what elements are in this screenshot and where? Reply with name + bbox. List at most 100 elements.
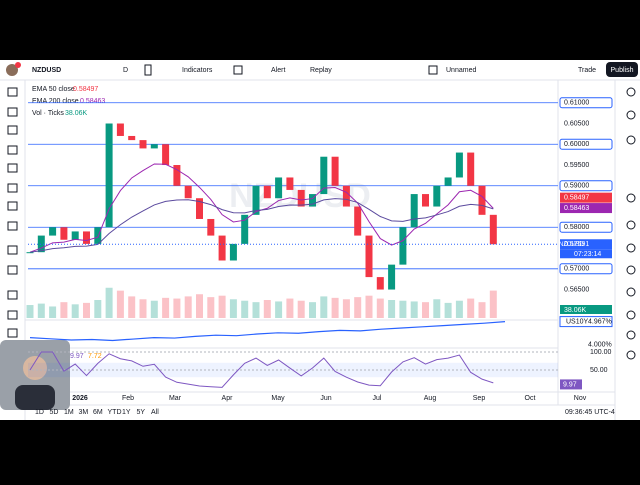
rsi-ma-legend: 7.72 [88, 353, 102, 360]
vol-box [560, 305, 612, 314]
countdown-box [560, 249, 612, 259]
candle [410, 194, 418, 228]
candle [139, 140, 147, 149]
sidebar-icon[interactable] [626, 350, 636, 360]
range-button[interactable]: 6M [93, 409, 103, 416]
sidebar-icon[interactable] [626, 265, 636, 275]
tool-icon[interactable] [7, 145, 18, 155]
range-button[interactable]: 1D [35, 409, 44, 416]
volume-bar [60, 302, 68, 318]
templates-icon[interactable] [233, 65, 243, 75]
candle [354, 206, 362, 236]
sidebar-icon[interactable] [626, 330, 636, 340]
sidebar-icon[interactable] [626, 243, 636, 253]
candle [331, 156, 339, 186]
indicators[interactable]: Indicators [182, 67, 213, 74]
candle [229, 243, 237, 261]
candle [263, 185, 271, 199]
legend-vol: Vol · Ticks [32, 110, 64, 117]
tool-icon[interactable] [7, 163, 18, 173]
tool-icon[interactable] [7, 221, 18, 231]
volume-bar [410, 301, 418, 318]
candle-icon[interactable] [144, 64, 152, 76]
layout-name[interactable]: Unnamed [446, 67, 476, 74]
legend-ema200: EMA 200 close [32, 98, 79, 105]
tool-icon[interactable] [7, 290, 18, 300]
tool-icon[interactable] [7, 107, 18, 117]
symbol[interactable]: NZDUSD [32, 67, 61, 74]
volume-bar [444, 302, 452, 318]
candle [388, 264, 396, 290]
tool-icon[interactable] [7, 328, 18, 338]
publish-button[interactable] [606, 62, 638, 77]
publish[interactable]: Publish [611, 67, 634, 74]
candle [71, 231, 79, 240]
volume-bar [365, 295, 373, 318]
range-button[interactable]: YTD [108, 409, 122, 416]
volume-bar [116, 290, 124, 318]
volume-bar [286, 298, 294, 318]
volume-bar [196, 294, 203, 318]
sidebar-icon[interactable] [626, 287, 636, 297]
sidebar-icon[interactable] [626, 310, 636, 320]
layout-icon[interactable] [428, 65, 438, 75]
candle [342, 185, 350, 207]
volume-bar [26, 305, 34, 318]
tool-icon[interactable] [7, 87, 18, 97]
volume-bar [422, 302, 429, 318]
sidebar-icon[interactable] [626, 220, 636, 230]
avatar[interactable] [6, 64, 18, 76]
tool-icon[interactable] [7, 201, 18, 211]
tool-icon[interactable] [7, 310, 18, 320]
volume-bar [252, 302, 260, 318]
candle [297, 189, 305, 207]
trade[interactable]: Trade [578, 67, 596, 74]
x-tick-label: Oct [525, 395, 536, 402]
candle [433, 185, 441, 207]
range-button[interactable]: 5D [50, 409, 59, 416]
tool-icon[interactable] [7, 183, 18, 193]
tool-icon[interactable] [7, 125, 18, 135]
candle [37, 235, 45, 253]
sidebar-icon[interactable] [626, 110, 636, 120]
badge [15, 62, 21, 68]
level-box [559, 138, 613, 150]
legend-ema50-value: 0.58497 [73, 86, 98, 93]
level-box [559, 263, 613, 275]
range-button[interactable]: 1Y [122, 409, 131, 416]
range-button[interactable]: 1M [64, 409, 74, 416]
legend-vol-value: 38.06K [65, 110, 88, 117]
volume-bar [467, 298, 475, 318]
range-button[interactable]: All [151, 409, 159, 416]
volume-bar [139, 299, 147, 318]
sidebar-icon[interactable] [626, 87, 636, 97]
volume-bar [433, 299, 441, 318]
range-button[interactable]: 3M [79, 409, 89, 416]
tool-icon[interactable] [7, 245, 18, 255]
candle [422, 194, 429, 207]
candle [309, 194, 316, 207]
range-button[interactable]: 5Y [137, 409, 146, 416]
interval[interactable]: D [123, 67, 128, 74]
alert[interactable]: Alert [271, 67, 285, 74]
volume-bar [241, 300, 249, 318]
tool-icon[interactable] [7, 265, 18, 275]
candle [286, 177, 294, 190]
volume-bar [207, 297, 215, 318]
volume-bar [128, 296, 136, 318]
rsi-label: 9.97 [563, 381, 577, 388]
volume-bar [478, 302, 486, 318]
sidebar-icon[interactable] [626, 193, 636, 203]
sidebar-icon[interactable] [626, 135, 636, 145]
countdown: 07:23:14 [574, 251, 601, 258]
us10y-value: 4.967% [588, 318, 612, 325]
replay[interactable]: Replay [310, 67, 332, 74]
volume-bar [376, 298, 384, 318]
volume-bar [489, 290, 497, 318]
volume-bar [184, 296, 192, 318]
level-box [559, 221, 613, 233]
candle [478, 185, 486, 215]
candle [196, 198, 203, 219]
y-tick-label: 0.56500 [564, 286, 589, 293]
